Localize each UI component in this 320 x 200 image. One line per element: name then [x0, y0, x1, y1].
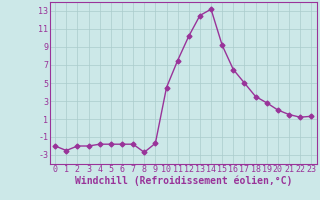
- X-axis label: Windchill (Refroidissement éolien,°C): Windchill (Refroidissement éolien,°C): [75, 176, 292, 186]
